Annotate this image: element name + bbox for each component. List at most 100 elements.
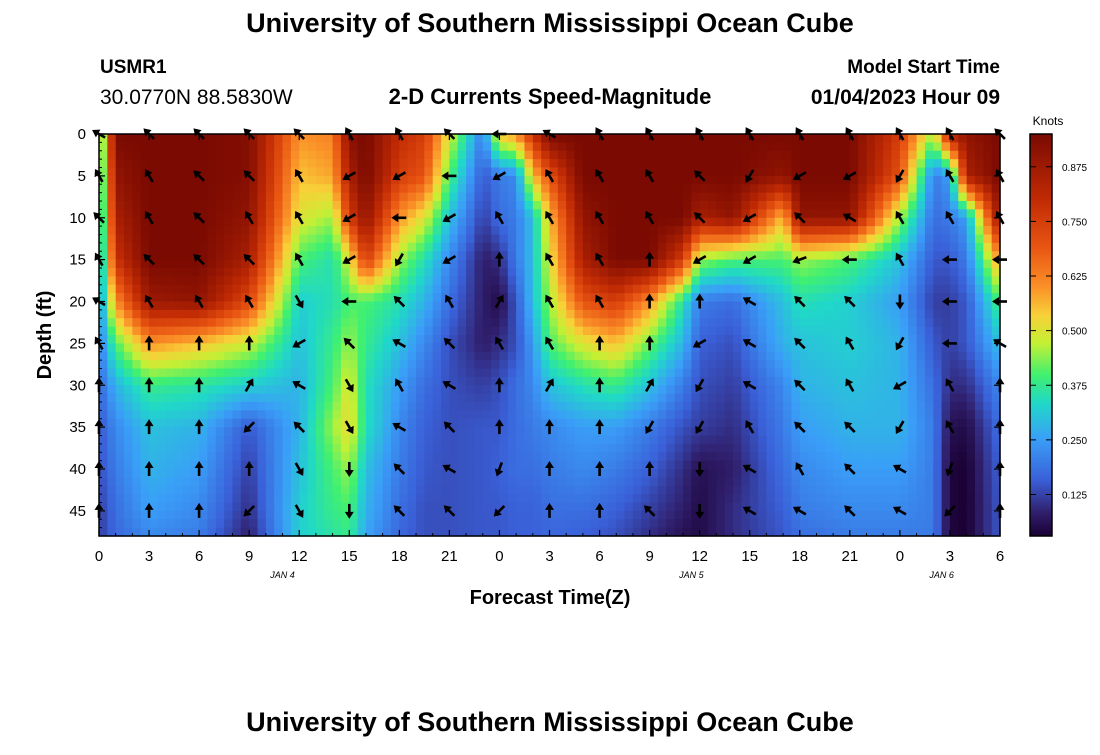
- heatmap-cell: [924, 309, 934, 319]
- heatmap-cell: [799, 418, 809, 428]
- heatmap-cell: [174, 234, 184, 244]
- heatmap-cell: [641, 268, 651, 277]
- heatmap-cell: [791, 134, 801, 143]
- heatmap-cell: [607, 268, 617, 277]
- heatmap-cell: [741, 360, 751, 370]
- heatmap-cell: [974, 159, 984, 169]
- heatmap-cell: [482, 385, 492, 395]
- heatmap-cell: [232, 326, 242, 336]
- heatmap-cell: [274, 159, 284, 169]
- heatmap-cell: [766, 318, 776, 328]
- heatmap-cell: [833, 201, 843, 210]
- heatmap-cell: [883, 293, 893, 303]
- heatmap-cell: [582, 259, 592, 269]
- heatmap-cell: [632, 167, 642, 177]
- heatmap-cell: [541, 150, 551, 160]
- heatmap-cell: [399, 335, 409, 344]
- heatmap-cell: [774, 293, 784, 303]
- heatmap-cell: [532, 427, 542, 437]
- heatmap-cell: [124, 142, 133, 152]
- heatmap-cell: [616, 502, 626, 512]
- heatmap-cell: [808, 460, 818, 470]
- heatmap-cell: [908, 217, 918, 227]
- heatmap-cell: [282, 192, 292, 202]
- heatmap-cell: [390, 201, 400, 210]
- heatmap-cell: [916, 443, 926, 453]
- heatmap-cell: [874, 427, 884, 437]
- heatmap-cell: [783, 477, 793, 487]
- heatmap-cell: [249, 251, 259, 261]
- heatmap-cell: [666, 293, 676, 303]
- heatmap-cell: [974, 301, 984, 311]
- heatmap-cell: [274, 276, 284, 286]
- heatmap-cell: [290, 201, 300, 210]
- heatmap-cell: [616, 234, 626, 244]
- heatmap-cell: [532, 376, 542, 386]
- heatmap-cell: [424, 343, 434, 353]
- heatmap-cell: [199, 477, 209, 487]
- heatmap-cell: [207, 510, 217, 520]
- heatmap-cell: [532, 226, 542, 236]
- heatmap-cell: [866, 192, 876, 202]
- heatmap-cell: [799, 460, 809, 470]
- heatmap-cell: [107, 385, 117, 395]
- heatmap-cell: [507, 201, 517, 210]
- heatmap-cell: [966, 477, 976, 487]
- heatmap-cell: [499, 510, 509, 520]
- heatmap-cell: [824, 427, 834, 437]
- heatmap-cell: [516, 485, 526, 495]
- heatmap-cell: [99, 318, 108, 328]
- heatmap-cell: [307, 318, 317, 328]
- heatmap-cell: [691, 226, 701, 236]
- heatmap-cell: [974, 427, 984, 437]
- heatmap-cell: [365, 226, 375, 236]
- heatmap-cell: [265, 510, 275, 520]
- heatmap-cell: [666, 276, 676, 286]
- heatmap-cell: [858, 360, 868, 370]
- heatmap-cell: [482, 502, 492, 512]
- heatmap-cell: [574, 402, 584, 411]
- heatmap-cell: [315, 276, 325, 286]
- heatmap-cell: [666, 259, 676, 269]
- heatmap-cell: [190, 519, 200, 529]
- heatmap-cell: [257, 477, 267, 487]
- heatmap-cell: [357, 318, 367, 328]
- heatmap-cell: [466, 259, 476, 269]
- heatmap-cell: [99, 460, 108, 470]
- heatmap-cell: [140, 360, 150, 370]
- heatmap-cell: [332, 376, 342, 386]
- heatmap-cell: [582, 477, 592, 487]
- heatmap-cell: [165, 477, 175, 487]
- heatmap-cell: [140, 368, 150, 378]
- heatmap-cell: [491, 167, 501, 177]
- heatmap-cell: [557, 259, 567, 269]
- heatmap-cell: [499, 293, 509, 303]
- heatmap-cell: [399, 284, 409, 294]
- heatmap-cell: [232, 217, 242, 227]
- heatmap-cell: [557, 502, 567, 512]
- heatmap-cell: [883, 510, 893, 520]
- heatmap-cell: [649, 376, 659, 386]
- heatmap-cell: [949, 343, 959, 353]
- heatmap-cell: [199, 326, 209, 336]
- heatmap-cell: [107, 326, 117, 336]
- heatmap-cell: [340, 485, 350, 495]
- heatmap-cell: [607, 293, 617, 303]
- heatmap-cell: [941, 335, 951, 344]
- heatmap-cell: [758, 234, 767, 244]
- heatmap-cell: [132, 142, 142, 152]
- heatmap-cell: [215, 251, 225, 261]
- heatmap-cell: [682, 309, 692, 319]
- heatmap-cell: [340, 259, 350, 269]
- heatmap-cell: [657, 284, 667, 294]
- heatmap-cell: [958, 360, 968, 370]
- heatmap-cell: [407, 477, 417, 487]
- heatmap-cell: [674, 326, 684, 336]
- heatmap-cell: [349, 443, 359, 453]
- heatmap-cell: [699, 234, 709, 244]
- heatmap-cell: [682, 201, 692, 210]
- heatmap-cell: [265, 134, 275, 143]
- heatmap-cell: [165, 234, 175, 244]
- heatmap-cell: [149, 217, 158, 227]
- heatmap-cell: [365, 134, 375, 143]
